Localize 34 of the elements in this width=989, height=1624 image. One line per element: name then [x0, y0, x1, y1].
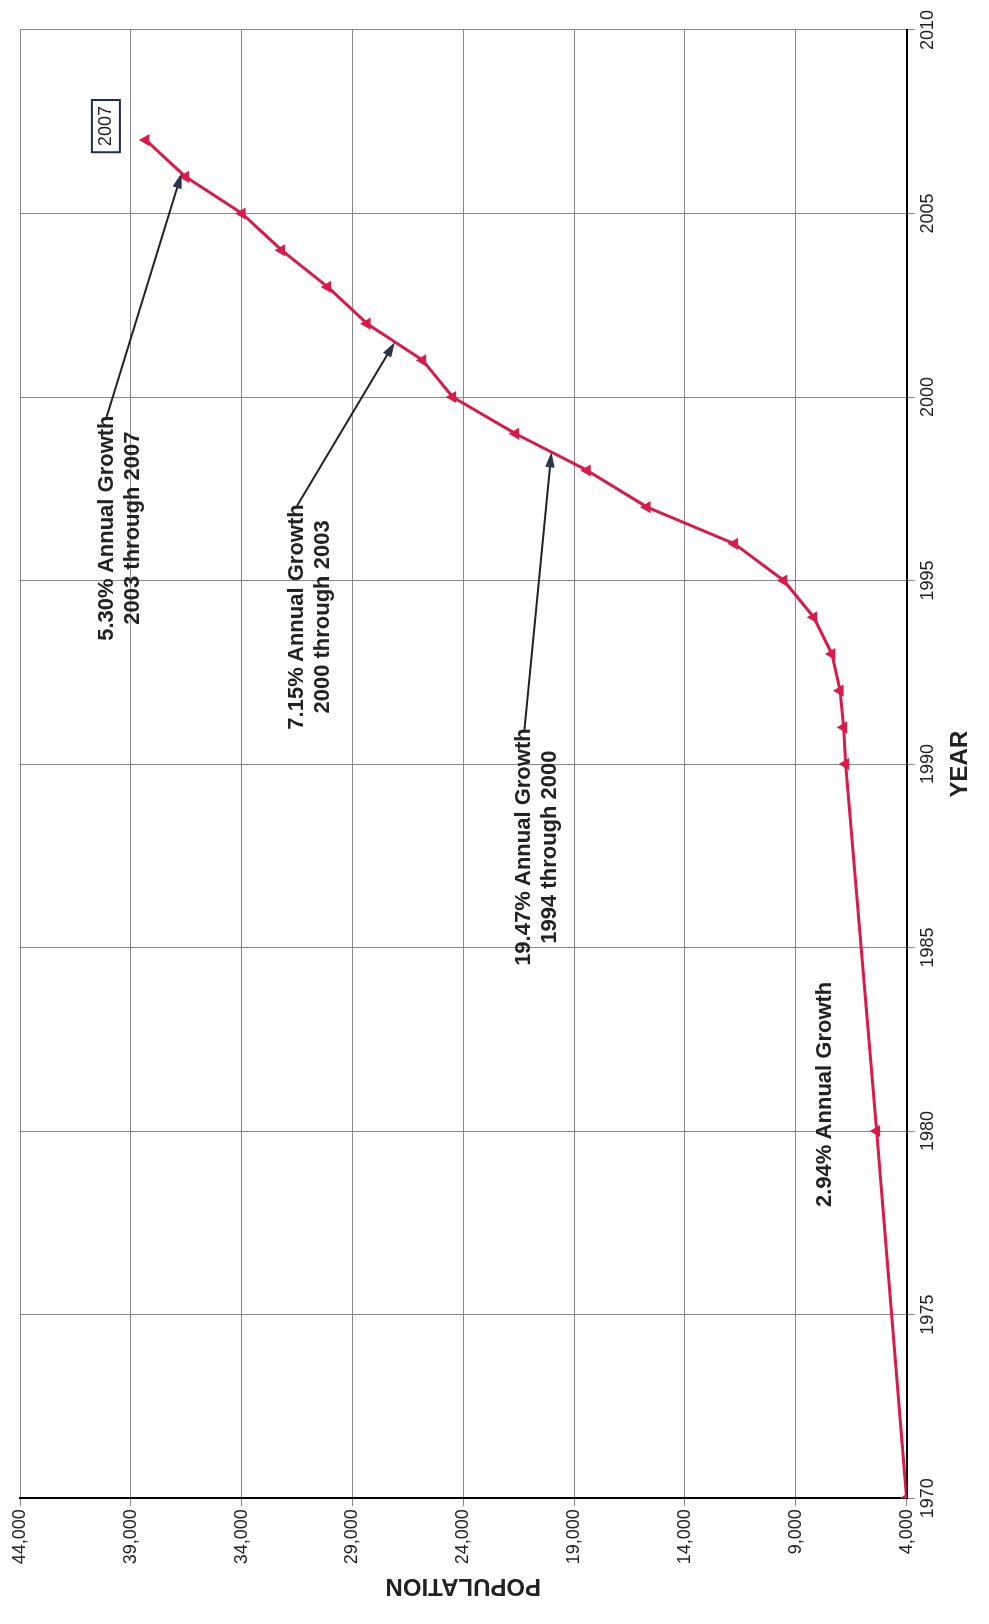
- annotation: 2007: [94, 106, 115, 147]
- point: [641, 502, 651, 513]
- y-tick-label: 2010: [917, 9, 938, 51]
- annotation: 7.15% Annual Growth 2000 through 2003: [283, 504, 335, 730]
- point: [871, 1126, 881, 1137]
- annotation: 2.94% Annual Growth: [811, 981, 837, 1208]
- point: [778, 575, 788, 586]
- y-axis-title: YEAR: [945, 730, 973, 798]
- x-tick-label: 39,000: [119, 1509, 140, 1565]
- point: [581, 465, 591, 476]
- point: [361, 318, 371, 329]
- y-tick-label: 1980: [917, 1111, 938, 1152]
- x-tick-label: 4,000: [895, 1509, 916, 1555]
- y-tick-label: 1995: [917, 560, 938, 601]
- y-tick-label: 1990: [917, 744, 938, 785]
- point: [140, 135, 150, 146]
- x-tick-label: 34,000: [230, 1509, 251, 1565]
- y-tick-label: 2000: [917, 377, 938, 418]
- x-tick-label: 14,000: [673, 1509, 694, 1565]
- point: [834, 685, 844, 696]
- x-tick-label: 29,000: [341, 1509, 362, 1565]
- y-tick-label: 1970: [917, 1478, 938, 1519]
- point: [826, 649, 836, 659]
- annotation: 5.30% Annual Growth 2003 through 2007: [92, 415, 144, 641]
- x-tick-label: 9,000: [784, 1509, 805, 1555]
- x-axis-title: POPULATION: [385, 1573, 542, 1601]
- y-tick-label: 1975: [917, 1294, 938, 1335]
- y-tick-label: 2005: [917, 193, 938, 234]
- annotation: 19.47% Annual Growth 1994 through 2000: [510, 728, 562, 966]
- point: [236, 208, 246, 219]
- x-tick-label: 24,000: [452, 1509, 473, 1565]
- x-tick-label: 19,000: [563, 1509, 584, 1565]
- y-tick-label: 1985: [917, 927, 938, 968]
- x-tick-label: 44,000: [8, 1509, 29, 1565]
